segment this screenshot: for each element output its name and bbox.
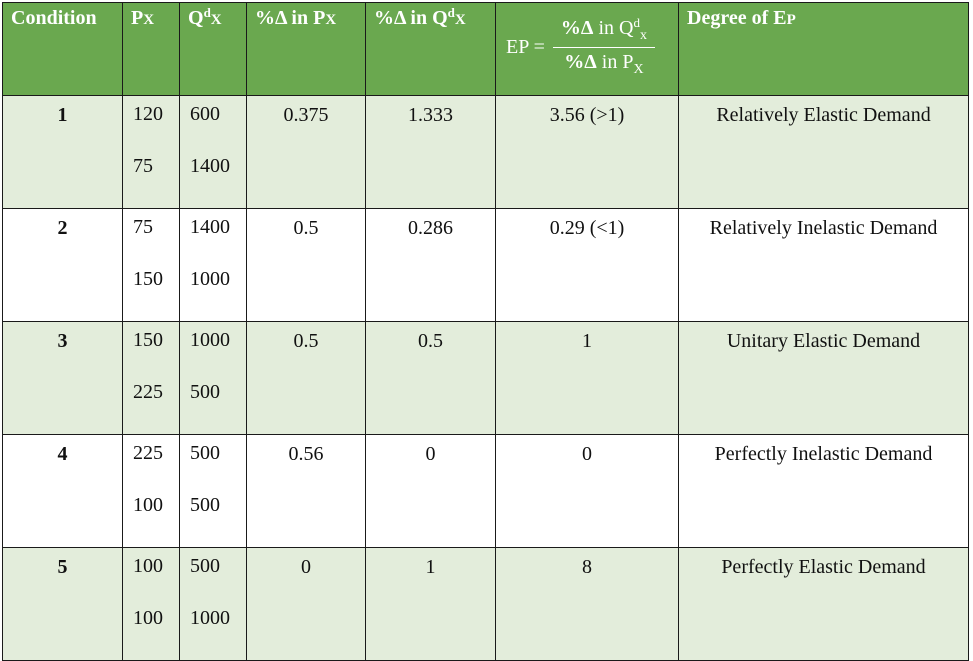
cell-qdx: 1000 500 — [179, 321, 247, 435]
cell-pct-px: 0 — [246, 547, 366, 661]
cell-pct-qdx: 0.5 — [365, 321, 496, 435]
cell-px: 150 225 — [122, 321, 180, 435]
ep-numerator: %Δ in Qdx — [552, 15, 655, 48]
cell-ep: 0 — [495, 434, 679, 548]
header-qdx: QdX — [179, 2, 247, 96]
cell-qdx: 600 1400 — [179, 95, 247, 209]
cell-ep: 8 — [495, 547, 679, 661]
cell-qdx: 500 500 — [179, 434, 247, 548]
header-ep-formula: EP = %Δ in Qdx %Δ in PX — [495, 2, 679, 96]
cell-px: 120 75 — [122, 95, 180, 209]
cell-qdx: 1400 1000 — [179, 208, 247, 322]
ep-denominator: %Δ in PX — [564, 50, 644, 77]
header-pct-qdx: %Δ in QdX — [365, 2, 496, 96]
header-condition: Condition — [2, 2, 123, 96]
cell-degree: Relatively Elastic Demand — [678, 95, 969, 209]
table-row: 2 75 150 1400 1000 0.5 0.286 0.29 (<1) Rel… — [2, 208, 969, 322]
cell-px: 75 150 — [122, 208, 180, 322]
cell-condition: 2 — [2, 208, 123, 322]
cell-pct-qdx: 1.333 — [365, 95, 496, 209]
cell-pct-px: 0.5 — [246, 208, 366, 322]
cell-pct-px: 0.375 — [246, 95, 366, 209]
cell-qdx: 500 1000 — [179, 547, 247, 661]
header-pct-px: %Δ in PX — [246, 2, 366, 96]
cell-degree: Relatively Inelastic Demand — [678, 208, 969, 322]
ep-lhs: EP = — [506, 35, 545, 58]
cell-degree: Unitary Elastic Demand — [678, 321, 969, 435]
cell-degree: Perfectly Inelastic Demand — [678, 434, 969, 548]
ep-fraction: %Δ in Qdx %Δ in PX — [552, 15, 655, 78]
cell-pct-px: 0.56 — [246, 434, 366, 548]
cell-ep: 0.29 (<1) — [495, 208, 679, 322]
table-row: 3 150 225 1000 500 0.5 0.5 1 Unitary Elast… — [2, 321, 969, 435]
cell-condition: 1 — [2, 95, 123, 209]
cell-condition: 3 — [2, 321, 123, 435]
cell-ep: 1 — [495, 321, 679, 435]
header-row: Condition PX QdX %Δ in PX %Δ in QdX EP =… — [2, 2, 969, 96]
table-row: 4 225 100 500 500 0.56 0 0 Perfectly Inela… — [2, 434, 969, 548]
cell-condition: 4 — [2, 434, 123, 548]
header-px: PX — [122, 2, 180, 96]
cell-degree: Perfectly Elastic Demand — [678, 547, 969, 661]
cell-pct-qdx: 0.286 — [365, 208, 496, 322]
cell-pct-qdx: 0 — [365, 434, 496, 548]
header-degree: Degree of EP — [678, 2, 969, 96]
cell-ep: 3.56 (>1) — [495, 95, 679, 209]
table-row: 5 100 100 500 1000 0 1 8 Perfectly Elastic… — [2, 547, 969, 661]
cell-px: 100 100 — [122, 547, 180, 661]
cell-pct-qdx: 1 — [365, 547, 496, 661]
cell-condition: 5 — [2, 547, 123, 661]
cell-pct-px: 0.5 — [246, 321, 366, 435]
cell-px: 225 100 — [122, 434, 180, 548]
table-row: 1 120 75 600 1400 0.375 1.333 3.56 (>1) Re… — [2, 95, 969, 209]
